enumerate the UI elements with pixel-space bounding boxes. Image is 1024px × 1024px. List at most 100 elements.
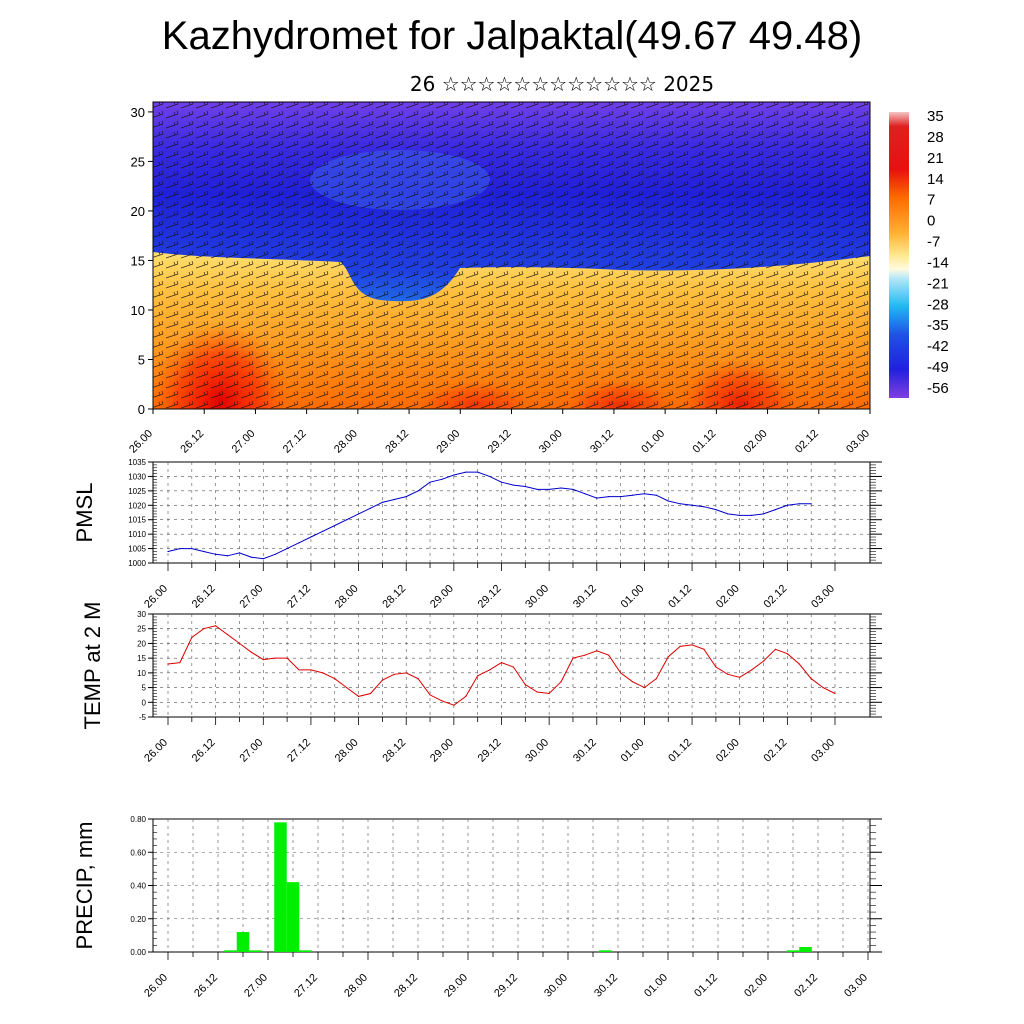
data-point: [441, 700, 443, 702]
colorbar-label: -35: [927, 317, 949, 334]
data-point: [417, 678, 419, 680]
data-point: [226, 555, 229, 557]
data-point: [453, 474, 455, 476]
data-point: [620, 672, 622, 674]
data-point: [215, 625, 217, 627]
data-point: [488, 475, 491, 478]
data-point: [477, 675, 479, 677]
data-point: [822, 686, 824, 689]
chart-title: Kazhydromet for Jalpaktal(49.67 49.48): [161, 14, 863, 58]
data-point: [679, 503, 681, 505]
data-point: [465, 471, 467, 473]
heatmap-y-tick-label: 0: [138, 402, 145, 417]
data-point: [369, 692, 372, 695]
data-point: [524, 485, 526, 488]
x-tick-label: 26.00: [142, 737, 170, 765]
data-point: [786, 653, 788, 655]
data-point: [405, 672, 407, 674]
data-point: [524, 684, 526, 686]
heatmap-y-tick-label: 10: [131, 303, 145, 318]
data-point: [346, 686, 348, 689]
precip-bar: [799, 947, 812, 952]
data-point: [179, 661, 181, 664]
x-tick-label: 29.12: [476, 583, 504, 611]
data-point: [810, 503, 812, 505]
y-axis-label: TEMP at 2 M: [80, 602, 105, 730]
data-point: [512, 666, 515, 668]
x-tick-label: 02.00: [714, 737, 742, 765]
colorbar: [889, 112, 909, 398]
data-point: [572, 657, 574, 659]
data-point: [798, 663, 800, 665]
heatmap-x-tick-label: 28.12: [383, 428, 411, 456]
x-tick-label: 26.00: [142, 583, 170, 611]
y-tick-label: 5: [142, 684, 147, 693]
data-point: [477, 471, 479, 473]
precip-bar: [286, 882, 300, 952]
data-point: [667, 656, 669, 658]
y-tick-label: 1000: [128, 559, 146, 568]
data-point: [751, 514, 753, 516]
data-point: [441, 478, 443, 480]
colorbar-label: -7: [927, 234, 940, 251]
x-tick-label: 02.12: [792, 972, 820, 1000]
y-tick-label: 1030: [128, 472, 146, 481]
data-point: [703, 648, 705, 650]
x-tick-label: 29.00: [428, 737, 456, 765]
colorbar-label: 0: [927, 213, 935, 230]
y-tick-label: 1025: [128, 487, 146, 496]
panel-frame: [152, 613, 871, 718]
x-tick-label: 27.00: [237, 583, 265, 611]
heatmap-x-tick-label: 28.00: [332, 428, 360, 456]
heatmap-y-tick-label: 5: [138, 352, 145, 367]
data-point: [488, 669, 491, 671]
heatmap-x-tick-label: 30.00: [537, 428, 565, 456]
x-tick-label: 02.00: [742, 972, 770, 1000]
data-point: [298, 669, 300, 671]
data-point: [608, 654, 610, 656]
precip-bar: [224, 950, 237, 952]
data-point: [215, 553, 217, 555]
data-point: [262, 558, 264, 560]
x-tick-label: 26.12: [192, 972, 220, 1000]
y-tick-label: 1020: [128, 501, 146, 510]
data-point: [167, 663, 169, 665]
colorbar-label: -56: [927, 380, 949, 397]
x-tick-label: 28.00: [333, 737, 361, 765]
data-point: [500, 481, 503, 483]
data-point: [703, 506, 705, 508]
y-axis-label: PMSL: [72, 483, 97, 543]
data-point: [405, 496, 407, 498]
x-tick-label: 27.00: [237, 737, 265, 765]
y-tick-label: 0.40: [130, 882, 146, 891]
data-point: [238, 552, 241, 554]
data-point: [631, 494, 634, 496]
y-tick-label: 25: [137, 625, 146, 634]
data-point: [548, 488, 550, 491]
data-point: [369, 507, 372, 509]
x-tick-label: 28.12: [380, 737, 408, 765]
data-point: [762, 513, 765, 515]
x-tick-label: 01.12: [666, 737, 694, 765]
data-point: [274, 657, 276, 659]
x-tick-label: 01.00: [642, 972, 670, 1000]
heatmap-x-tick-label: 26.00: [127, 428, 155, 456]
data-point: [810, 678, 812, 680]
data-point: [393, 498, 395, 501]
heatmap-x-tick-label: 27.12: [281, 428, 309, 456]
y-tick-label: 1005: [128, 545, 146, 554]
data-point: [381, 679, 383, 681]
heatmap-x-tick-label: 30.12: [588, 428, 616, 456]
precip-bar: [299, 950, 312, 952]
data-point: [715, 666, 717, 668]
data-point: [774, 648, 777, 650]
x-tick-label: 30.12: [571, 583, 599, 611]
data-point: [786, 504, 788, 506]
data-point: [655, 678, 657, 680]
heatmap-x-tick-label: 01.12: [691, 428, 719, 456]
x-tick-label: 01.00: [619, 583, 647, 611]
data-point: [429, 694, 431, 696]
heatmap-x-tick-label: 03.00: [844, 428, 872, 456]
data-point: [500, 661, 503, 664]
